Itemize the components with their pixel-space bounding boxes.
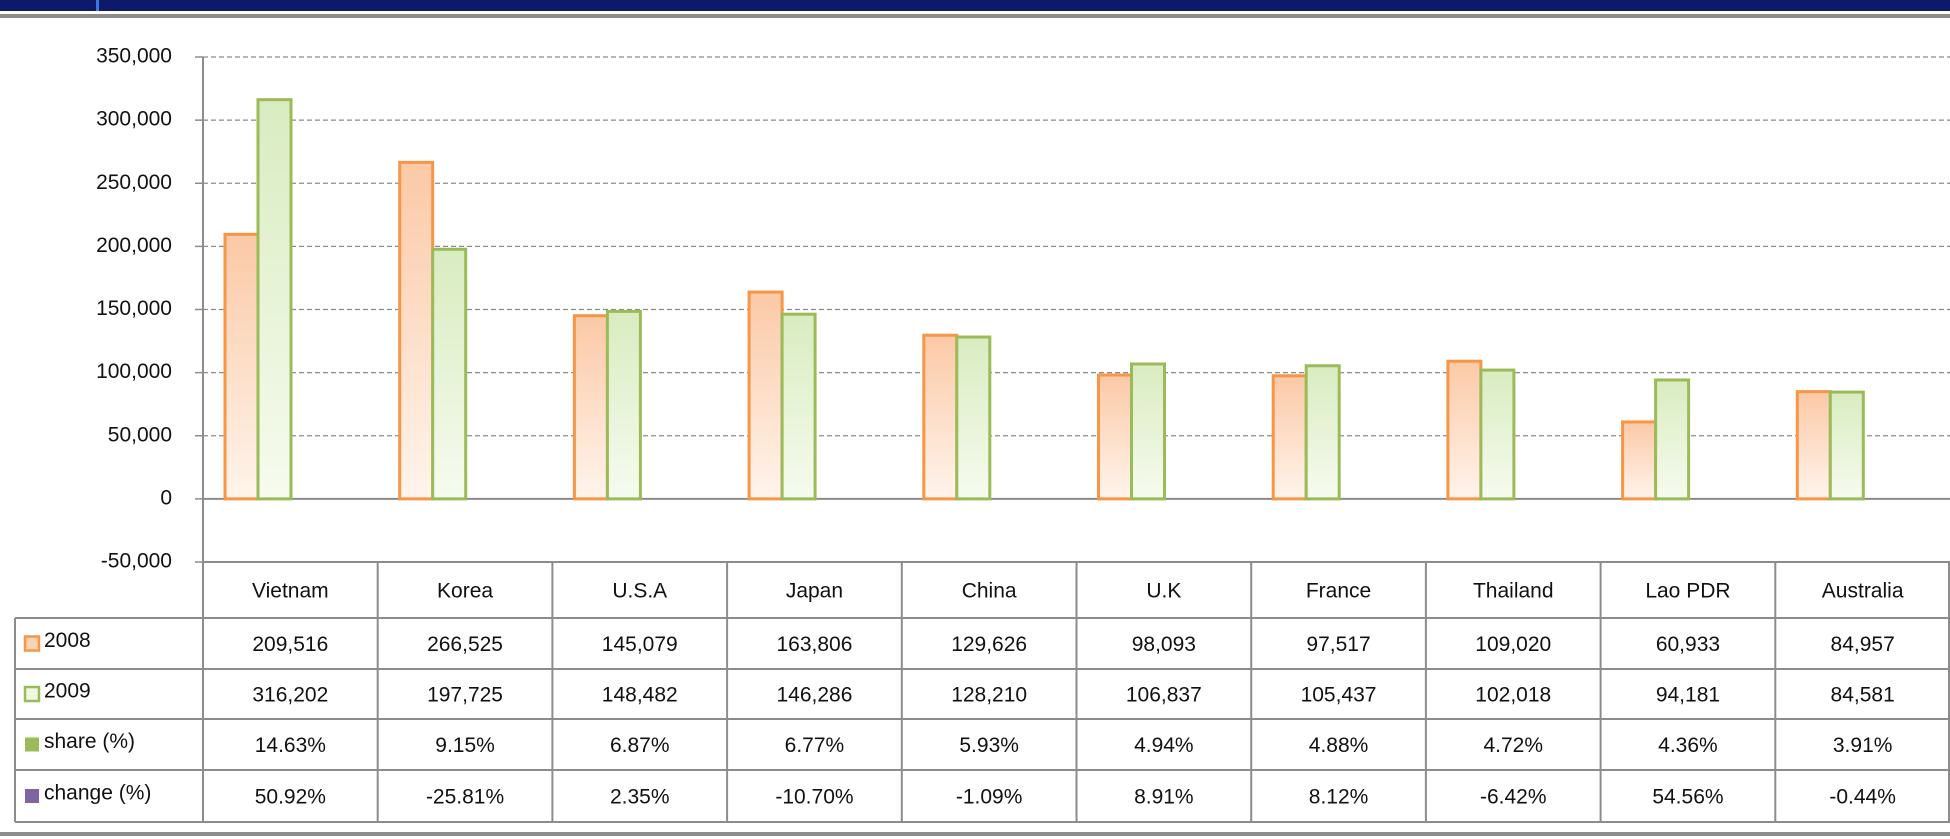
x-tick-label: Japan xyxy=(786,580,843,603)
table-value: 6.77% xyxy=(785,734,845,757)
table-value: 84,957 xyxy=(1831,633,1895,656)
table-value: -10.70% xyxy=(775,786,853,809)
y-tick-label: 350,000 xyxy=(96,45,172,68)
y-tick-label: 0 xyxy=(160,486,172,509)
bar xyxy=(1304,364,1341,501)
table-value: -6.42% xyxy=(1480,786,1547,809)
y-tick-label: -50,000 xyxy=(101,550,172,573)
legend-label: change (%) xyxy=(44,782,151,805)
bar xyxy=(1271,374,1308,501)
bar xyxy=(1621,420,1658,501)
x-tick-label: U.S.A xyxy=(612,580,667,603)
bar xyxy=(1795,390,1832,501)
band-rule xyxy=(0,14,1950,18)
table-value: 129,626 xyxy=(951,633,1027,656)
bar xyxy=(431,247,468,501)
table-value: 6.87% xyxy=(610,734,670,757)
table-value: 316,202 xyxy=(252,684,328,707)
table-value: 9.15% xyxy=(435,734,495,757)
table-value: 14.63% xyxy=(255,734,326,757)
table-value: 3.91% xyxy=(1833,734,1893,757)
table-value: 145,079 xyxy=(602,633,678,656)
table-value: 54.56% xyxy=(1652,786,1723,809)
bar xyxy=(1479,368,1516,501)
table-value: 60,933 xyxy=(1656,633,1720,656)
x-tick-label: China xyxy=(962,580,1017,603)
table-value: 106,837 xyxy=(1126,684,1202,707)
table-value: 5.93% xyxy=(959,734,1019,757)
bar xyxy=(572,314,609,501)
x-tick-label: Vietnam xyxy=(252,580,329,603)
bottom-rule xyxy=(0,832,1950,836)
bar xyxy=(223,232,260,501)
table-value: 4.36% xyxy=(1658,734,1718,757)
table-value: 94,181 xyxy=(1656,684,1720,707)
bar xyxy=(1130,362,1166,501)
table-value: 98,093 xyxy=(1132,633,1196,656)
table-value: 2.35% xyxy=(610,786,670,809)
table-value: 102,018 xyxy=(1475,684,1551,707)
bar xyxy=(1446,359,1483,501)
x-tick-label: Thailand xyxy=(1473,580,1554,603)
table-value: -1.09% xyxy=(956,786,1023,809)
x-tick-label: Korea xyxy=(437,580,493,603)
top-band xyxy=(0,0,1950,11)
table-value: 266,525 xyxy=(427,633,503,656)
y-tick-label: 100,000 xyxy=(96,360,172,383)
y-tick-label: 200,000 xyxy=(96,234,172,257)
x-tick-label: Lao PDR xyxy=(1645,580,1730,603)
legend-swatch xyxy=(25,737,39,752)
legend-swatch xyxy=(23,685,41,703)
table-value: 4.94% xyxy=(1134,734,1194,757)
bar xyxy=(1097,373,1133,501)
table-value: 8.12% xyxy=(1309,786,1369,809)
legend-label: 2008 xyxy=(44,629,91,652)
bar xyxy=(256,98,293,501)
table-value: 105,437 xyxy=(1301,684,1377,707)
bar xyxy=(1654,378,1691,501)
legend-label: share (%) xyxy=(44,730,135,753)
bar xyxy=(605,309,642,501)
bar xyxy=(747,290,784,501)
table-value: 197,725 xyxy=(427,684,503,707)
table-value: 84,581 xyxy=(1831,684,1895,707)
bar xyxy=(1828,390,1865,501)
legend-swatch xyxy=(25,789,39,803)
table-value: 163,806 xyxy=(776,633,852,656)
y-tick-label: 300,000 xyxy=(96,108,172,131)
table-value: -25.81% xyxy=(426,786,504,809)
x-tick-label: U.K xyxy=(1146,580,1181,603)
table-value: 146,286 xyxy=(776,684,852,707)
table-value: 50.92% xyxy=(255,786,326,809)
band-accent xyxy=(96,0,99,11)
table-value: 109,020 xyxy=(1475,633,1551,656)
table-value: 209,516 xyxy=(252,633,328,656)
table-value: 97,517 xyxy=(1306,633,1370,656)
table-value: 4.88% xyxy=(1309,734,1369,757)
legend-swatch xyxy=(23,635,41,652)
y-tick-label: 50,000 xyxy=(108,423,172,446)
table-value: -0.44% xyxy=(1829,786,1896,809)
y-tick-label: 150,000 xyxy=(96,297,172,320)
table-value: 4.72% xyxy=(1483,734,1543,757)
bar xyxy=(780,312,817,501)
bar xyxy=(922,333,959,501)
x-tick-label: Australia xyxy=(1822,580,1904,603)
legend-label: 2009 xyxy=(44,680,91,703)
y-tick-label: 250,000 xyxy=(96,171,172,194)
table-value: 148,482 xyxy=(602,684,678,707)
x-tick-label: France xyxy=(1306,580,1371,603)
bar xyxy=(398,160,435,501)
table-value: 8.91% xyxy=(1134,786,1194,809)
table-value: 128,210 xyxy=(951,684,1027,707)
bar xyxy=(955,335,992,501)
